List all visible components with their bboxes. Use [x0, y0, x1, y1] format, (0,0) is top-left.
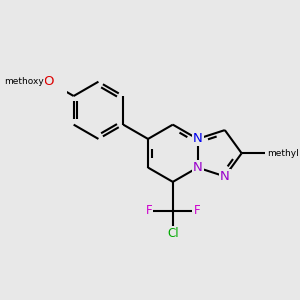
Text: N: N — [193, 132, 202, 146]
Text: O: O — [44, 75, 54, 88]
Text: F: F — [146, 204, 152, 217]
Text: N: N — [193, 161, 202, 174]
Text: Cl: Cl — [167, 227, 178, 240]
Text: methyl: methyl — [267, 149, 299, 158]
Text: methoxy: methoxy — [4, 77, 44, 86]
Text: N: N — [220, 170, 230, 183]
Text: F: F — [194, 204, 200, 217]
